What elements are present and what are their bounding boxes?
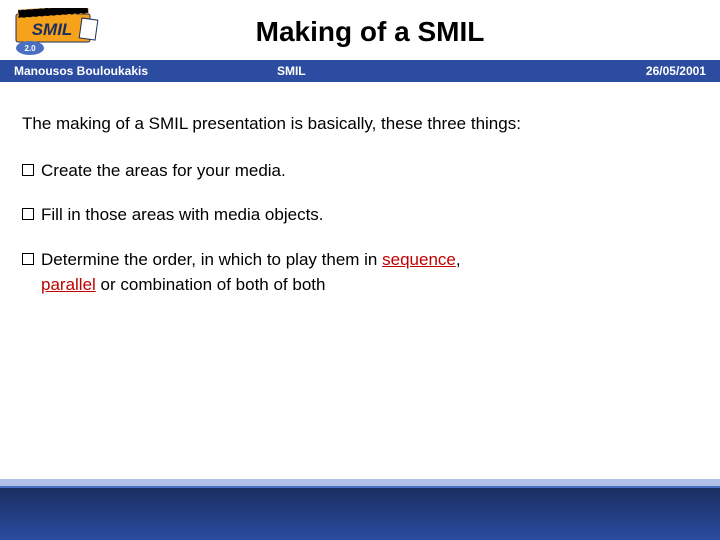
- bullet-segment: Determine the order, in which to play th…: [41, 250, 382, 269]
- topic-label: SMIL: [277, 64, 540, 78]
- list-item: Determine the order, in which to play th…: [22, 248, 482, 297]
- bullet-segment: or combination of both of both: [96, 275, 326, 294]
- info-bar: Manousos Bouloukakis SMIL 26/05/2001: [0, 60, 720, 82]
- list-item: Create the areas for your media.: [22, 159, 482, 184]
- bullet-text: Determine the order, in which to play th…: [41, 248, 482, 297]
- content-area: The making of a SMIL presentation is bas…: [0, 82, 720, 297]
- keyword-parallel: parallel: [41, 275, 96, 294]
- list-item: Fill in those areas with media objects.: [22, 203, 482, 228]
- footer-decoration: [0, 470, 720, 540]
- intro-text: The making of a SMIL presentation is bas…: [22, 112, 698, 137]
- slide-title: Making of a SMIL: [122, 16, 708, 48]
- smil-logo: SMIL 2.0: [12, 8, 102, 56]
- header: SMIL 2.0 Making of a SMIL: [0, 0, 720, 60]
- author-name: Manousos Bouloukakis: [14, 64, 277, 78]
- checkbox-bullet-icon: [22, 164, 34, 176]
- bullet-text: Fill in those areas with media objects.: [41, 203, 482, 228]
- svg-text:SMIL: SMIL: [32, 20, 73, 39]
- checkbox-bullet-icon: [22, 208, 34, 220]
- bullet-text: Create the areas for your media.: [41, 159, 482, 184]
- bullet-segment: ,: [456, 250, 461, 269]
- footer-stripe-dark: [0, 488, 720, 540]
- keyword-sequence: sequence: [382, 250, 456, 269]
- checkbox-bullet-icon: [22, 253, 34, 265]
- slide-date: 26/05/2001: [540, 64, 706, 78]
- svg-text:2.0: 2.0: [24, 44, 36, 53]
